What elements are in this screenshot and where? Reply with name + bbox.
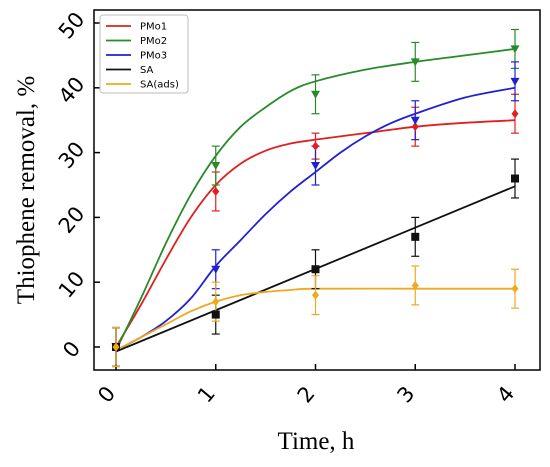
data-point-sa-ads	[411, 280, 419, 290]
y-axis-ticks: 0 10 20 30 40 50	[54, 8, 100, 363]
data-point-pmo3	[211, 265, 221, 274]
y-tick-label: 20	[54, 202, 90, 238]
data-point-sa-ads	[511, 284, 519, 294]
data-point-sa-ads	[212, 297, 220, 307]
fit-curve-pmo3	[115, 86, 516, 352]
data-point-pmo2	[311, 90, 320, 99]
plot-frame	[93, 9, 541, 371]
data-point-sa	[311, 265, 320, 274]
legend: PMo1 PMo2 PMo3 SA SA(ads)	[99, 14, 189, 94]
x-tick-label: 3	[392, 382, 419, 408]
data-point-pmo2	[510, 45, 520, 54]
legend-label-pmo1: PMo1	[140, 22, 167, 33]
data-point-pmo1	[212, 186, 220, 196]
legend-label-pmo3: PMo3	[140, 51, 167, 62]
legend-label-sa-ads: SA(ads)	[140, 80, 179, 91]
data-point-sa	[511, 174, 519, 183]
data-point-sa	[411, 232, 420, 241]
data-point-pmo1	[411, 122, 419, 132]
y-tick-label: 40	[54, 72, 90, 108]
legend-label-pmo2: PMo2	[140, 36, 167, 47]
data-markers	[111, 45, 520, 352]
y-tick-label: 30	[54, 137, 90, 173]
data-point-sa-ads	[112, 342, 120, 352]
data-point-sa-ads	[312, 290, 319, 300]
x-tick-label: 1	[193, 382, 220, 408]
y-tick-label: 10	[54, 267, 90, 303]
y-tick-label: 50	[54, 8, 90, 44]
data-point-pmo2	[410, 58, 420, 67]
fit-curve-sa-ads	[115, 287, 515, 352]
data-point-pmo3	[510, 77, 520, 86]
data-point-pmo1	[312, 141, 319, 151]
x-tick-label: 4	[492, 382, 519, 408]
x-tick-label: 2	[293, 382, 320, 408]
y-tick-label: 0	[58, 337, 85, 363]
legend-label-sa: SA	[140, 65, 154, 76]
data-point-pmo1	[511, 109, 519, 119]
data-point-pmo3	[311, 162, 320, 171]
data-point-pmo3	[410, 116, 420, 125]
x-axis-label: Time, h	[278, 428, 355, 455]
legend-box	[99, 14, 189, 94]
x-tick-label: 0	[93, 382, 120, 408]
data-point-pmo2	[211, 162, 221, 171]
y-axis-label: Thiophene removal, %	[13, 76, 40, 304]
data-point-sa	[211, 310, 220, 319]
